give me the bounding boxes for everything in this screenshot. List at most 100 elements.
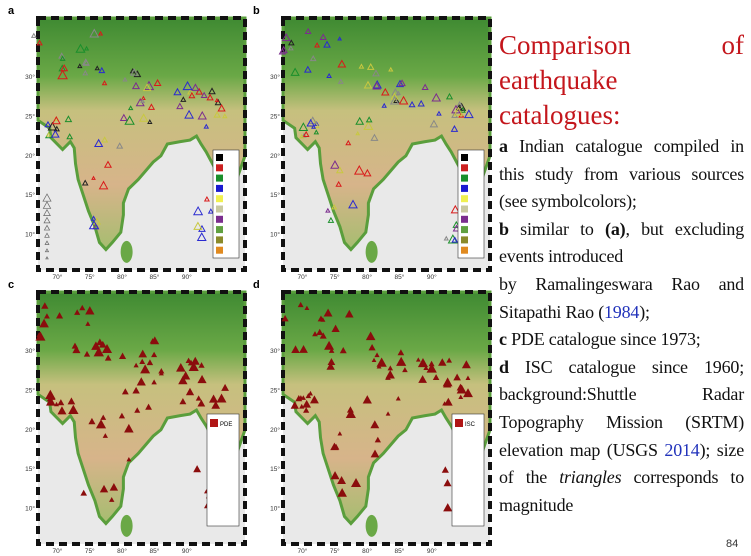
legend-swatch <box>216 195 223 202</box>
legend-label: PDE <box>220 422 232 428</box>
latitude-label: 20° <box>25 426 35 434</box>
longitude-label: 85° <box>150 273 160 281</box>
legend-swatch <box>216 226 223 233</box>
item: d ISC catalogue since 1960; background:S… <box>499 354 744 520</box>
longitude-label: 90° <box>182 547 192 555</box>
longitude-label: 75° <box>330 547 340 555</box>
item-text: PDE catalogue since 1973; <box>507 329 701 349</box>
heading-line: Comparison of <box>499 28 744 63</box>
legend-swatch <box>216 206 223 213</box>
latitude-label: 30° <box>270 347 280 355</box>
item-text: (a) <box>605 219 625 239</box>
latitude-label: 10° <box>270 505 280 513</box>
legend-swatch <box>461 195 468 202</box>
sri-lanka <box>121 241 133 263</box>
longitude-label: 70° <box>297 273 307 281</box>
longitude-label: 75° <box>330 273 340 281</box>
longitude-label: 90° <box>427 273 437 281</box>
longitude-label: 80° <box>117 273 127 281</box>
citation-link[interactable]: 1984 <box>604 302 639 322</box>
map-panel: d 70° 75° 80° 85° 90° 30° 25° 20° 15° 10° ISC <box>253 279 490 555</box>
legend-swatch <box>461 247 468 254</box>
item-text: ); <box>639 302 650 322</box>
legend-swatch <box>216 185 223 192</box>
event-triangle <box>32 34 36 38</box>
longitude-label: 80° <box>362 273 372 281</box>
page-number: 84 <box>726 538 738 550</box>
legend-swatch <box>455 419 463 427</box>
longitude-label: 75° <box>85 273 95 281</box>
legend-box <box>452 414 484 526</box>
panel-label: d <box>253 279 260 291</box>
latitude-label: 25° <box>25 386 35 394</box>
panel-label: c <box>8 279 14 291</box>
sri-lanka <box>366 241 378 263</box>
legend-swatch <box>216 175 223 182</box>
longitude-label: 75° <box>85 547 95 555</box>
longitude-label: 85° <box>395 547 405 555</box>
item: by Ramalingeswara Rao and Sitapathi Rao … <box>499 271 744 326</box>
latitude-label: 20° <box>25 152 35 160</box>
legend-swatch <box>216 154 223 161</box>
longitude-label: 70° <box>297 547 307 555</box>
latitude-label: 30° <box>25 73 35 81</box>
map-panel: c 70° 75° 80° 85° 90° 30° 25° 20° 15° 10° PDE <box>8 279 245 555</box>
description: Comparison of earthquake catalogues: a I… <box>499 28 744 519</box>
latitude-label: 15° <box>25 191 35 199</box>
item-label: c <box>499 329 507 349</box>
item-label: d <box>499 357 509 377</box>
latitude-label: 15° <box>270 191 280 199</box>
latitude-label: 15° <box>25 465 35 473</box>
longitude-label: 85° <box>150 547 160 555</box>
latitude-label: 10° <box>25 505 35 513</box>
legend-swatch <box>461 154 468 161</box>
legend-swatch <box>461 236 468 243</box>
longitude-label: 70° <box>52 547 62 555</box>
heading: Comparison <box>499 30 631 60</box>
item-label: b <box>499 219 509 239</box>
heading: earthquake catalogues: <box>499 63 744 133</box>
item-text: triangles <box>559 467 621 487</box>
legend-swatch <box>461 164 468 171</box>
latitude-label: 15° <box>270 465 280 473</box>
citation-link[interactable]: 2014 <box>664 440 699 460</box>
latitude-label: 30° <box>25 347 35 355</box>
latitude-label: 20° <box>270 426 280 434</box>
legend-swatch <box>461 216 468 223</box>
longitude-label: 90° <box>427 547 437 555</box>
sri-lanka <box>366 515 378 537</box>
legend-swatch <box>216 247 223 254</box>
legend-swatch <box>216 164 223 171</box>
map-panel: b70°75°80°85°90°30°25°20°15°10° <box>253 5 490 281</box>
item: b similar to (a), but excluding events i… <box>499 216 744 271</box>
longitude-label: 80° <box>362 547 372 555</box>
legend-swatch <box>210 419 218 427</box>
map-panel: a 70° 75° 80° 85° 90° 30° 25° 20° 15° 10° <box>8 5 245 281</box>
heading: of <box>722 30 745 60</box>
panel-label: a <box>8 5 15 17</box>
legend-swatch <box>461 226 468 233</box>
legend-box <box>207 414 239 526</box>
latitude-label: 30° <box>270 73 280 81</box>
latitude-label: 25° <box>25 112 35 120</box>
item: a Indian catalogue compiled in this stud… <box>499 133 744 216</box>
latitude-label: 25° <box>270 112 280 120</box>
latitude-label: 10° <box>270 231 280 239</box>
sri-lanka <box>121 515 133 537</box>
latitude-label: 25° <box>270 386 280 394</box>
legend-swatch <box>461 175 468 182</box>
panel-label: b <box>253 5 260 17</box>
item-label: a <box>499 136 508 156</box>
longitude-label: 90° <box>182 273 192 281</box>
item: c PDE catalogue since 1973; <box>499 326 744 354</box>
item-text: similar to <box>509 219 605 239</box>
legend-swatch <box>461 185 468 192</box>
legend-swatch <box>216 216 223 223</box>
legend-swatch <box>461 206 468 213</box>
map-panels: a 70° 75° 80° 85° 90° 30° 25° 20° 15° 10° b 70° 75° 80… <box>0 0 495 556</box>
legend-label: ISC <box>465 422 476 428</box>
longitude-label: 70° <box>52 273 62 281</box>
longitude-label: 80° <box>117 547 127 555</box>
latitude-label: 10° <box>25 231 35 239</box>
slide: a 70° 75° 80° 85° 90° 30° 25° 20° 15° 10° b 70° 75° 80… <box>0 0 751 556</box>
